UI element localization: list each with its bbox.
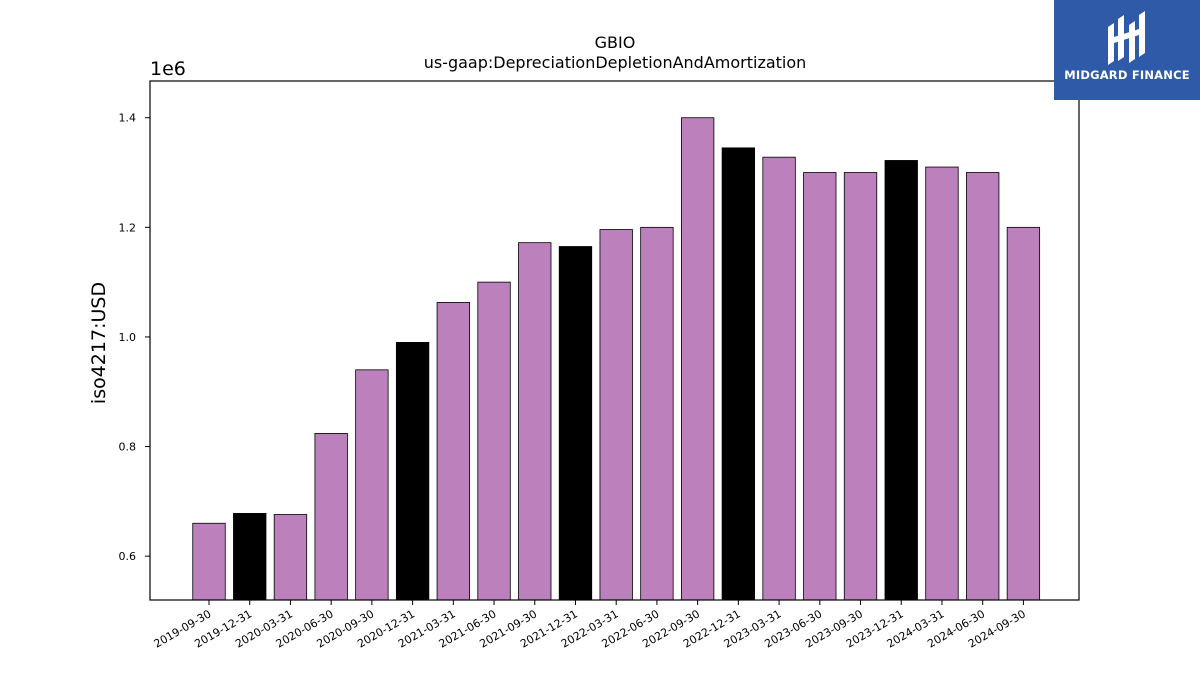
bar-2024-06-30 [966, 172, 1000, 601]
bar-2023-09-30 [843, 172, 878, 601]
bar-2022-09-30 [680, 117, 715, 601]
plot-frame [149, 80, 1080, 601]
y-axis-label: iso4217:USD [88, 282, 110, 404]
bar-2023-06-30 [803, 172, 837, 601]
y-tick-label: 1.0 [119, 331, 137, 344]
bar-2022-06-30 [640, 226, 674, 601]
bar-2021-09-30 [518, 242, 552, 601]
bar-2024-03-31 [925, 166, 959, 601]
bar-2019-12-31 [233, 513, 267, 601]
bar-2020-12-31 [395, 342, 430, 601]
bar-2023-03-31 [762, 156, 796, 601]
bar-2021-06-30 [477, 281, 511, 601]
midgard-finance-logo: MIDGARD FINANCE [1054, 0, 1200, 100]
bar-2020-06-30 [314, 432, 348, 601]
logo-text: MIDGARD FINANCE [1064, 68, 1190, 82]
bar-2021-12-31 [558, 246, 593, 601]
bar-2022-03-31 [599, 229, 633, 601]
bar-2021-03-31 [436, 302, 470, 601]
logo-mark-icon [1108, 11, 1145, 65]
bar-2020-03-31 [273, 514, 308, 601]
y-tick-label: 1.4 [119, 112, 137, 125]
chart-title: GBIO [595, 33, 636, 52]
bar-2022-12-31 [721, 147, 756, 601]
bar-2019-09-30 [192, 522, 226, 601]
bar-2023-12-31 [884, 160, 918, 601]
bar-2020-09-30 [355, 369, 389, 601]
y-tick-label: 0.8 [119, 441, 137, 454]
y-tick-label: 1.2 [119, 221, 137, 234]
chart-subtitle: us-gaap:DepreciationDepletionAndAmortiza… [424, 53, 807, 72]
y-tick-label: 0.6 [119, 550, 137, 563]
y-offset-label: 1e6 [150, 58, 186, 80]
bar-2024-09-30 [1006, 226, 1041, 601]
